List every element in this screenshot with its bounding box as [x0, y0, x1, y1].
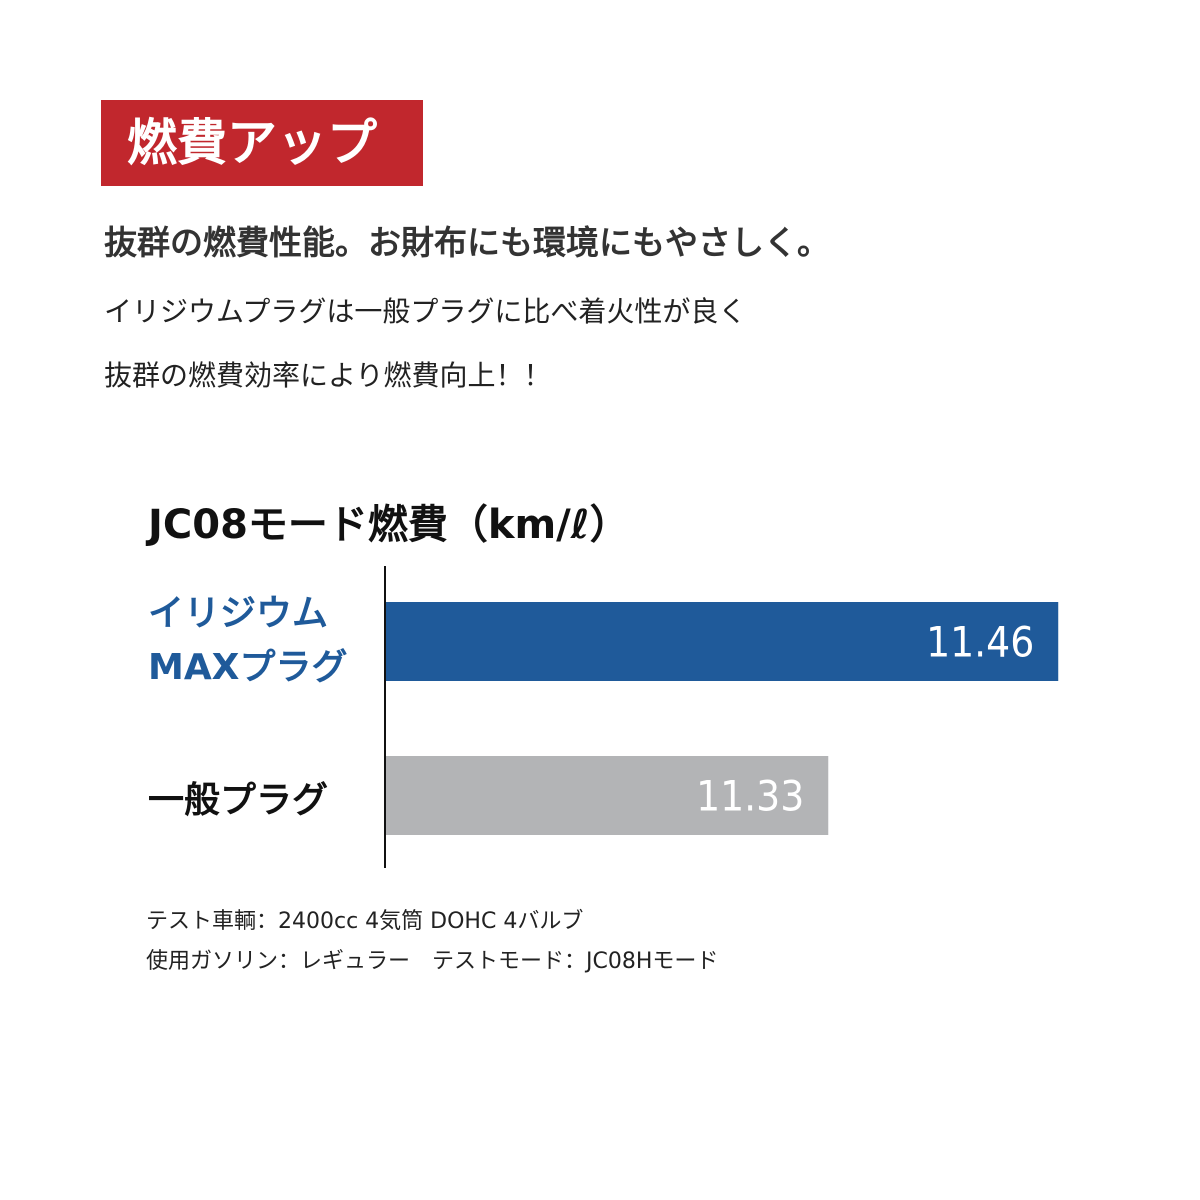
bar-value-label: 11.46: [926, 618, 1034, 667]
bar: [386, 602, 1059, 681]
section-badge: 燃費アップ: [101, 100, 423, 186]
subtitle: 抜群の燃費性能。お財布にも環境にもやさしく。: [104, 223, 830, 262]
footnote: テスト車輌：2400cc 4気筒 DOHC 4バルブ: [146, 909, 584, 934]
body-line: イリジウムプラグは一般プラグに比べ着火性が良く: [104, 295, 747, 328]
category-label-line: 一般プラグ: [148, 780, 329, 821]
category-label-standard: 一般プラグ: [148, 774, 328, 828]
bar: [386, 756, 829, 835]
category-label-iridium: イリジウム MAXプラグ: [148, 587, 347, 695]
category-label-line: イリジウム: [148, 593, 329, 634]
bar-value-label: 11.33: [696, 772, 804, 821]
footnote: 使用ガソリン：レギュラー テストモード：JC08Hモード: [146, 949, 719, 974]
chart-title: JC08モード燃費（km/ℓ）: [148, 502, 630, 548]
body-line: 抜群の燃費効率により燃費向上！！: [104, 359, 552, 392]
category-label-line: MAXプラグ: [148, 647, 348, 688]
